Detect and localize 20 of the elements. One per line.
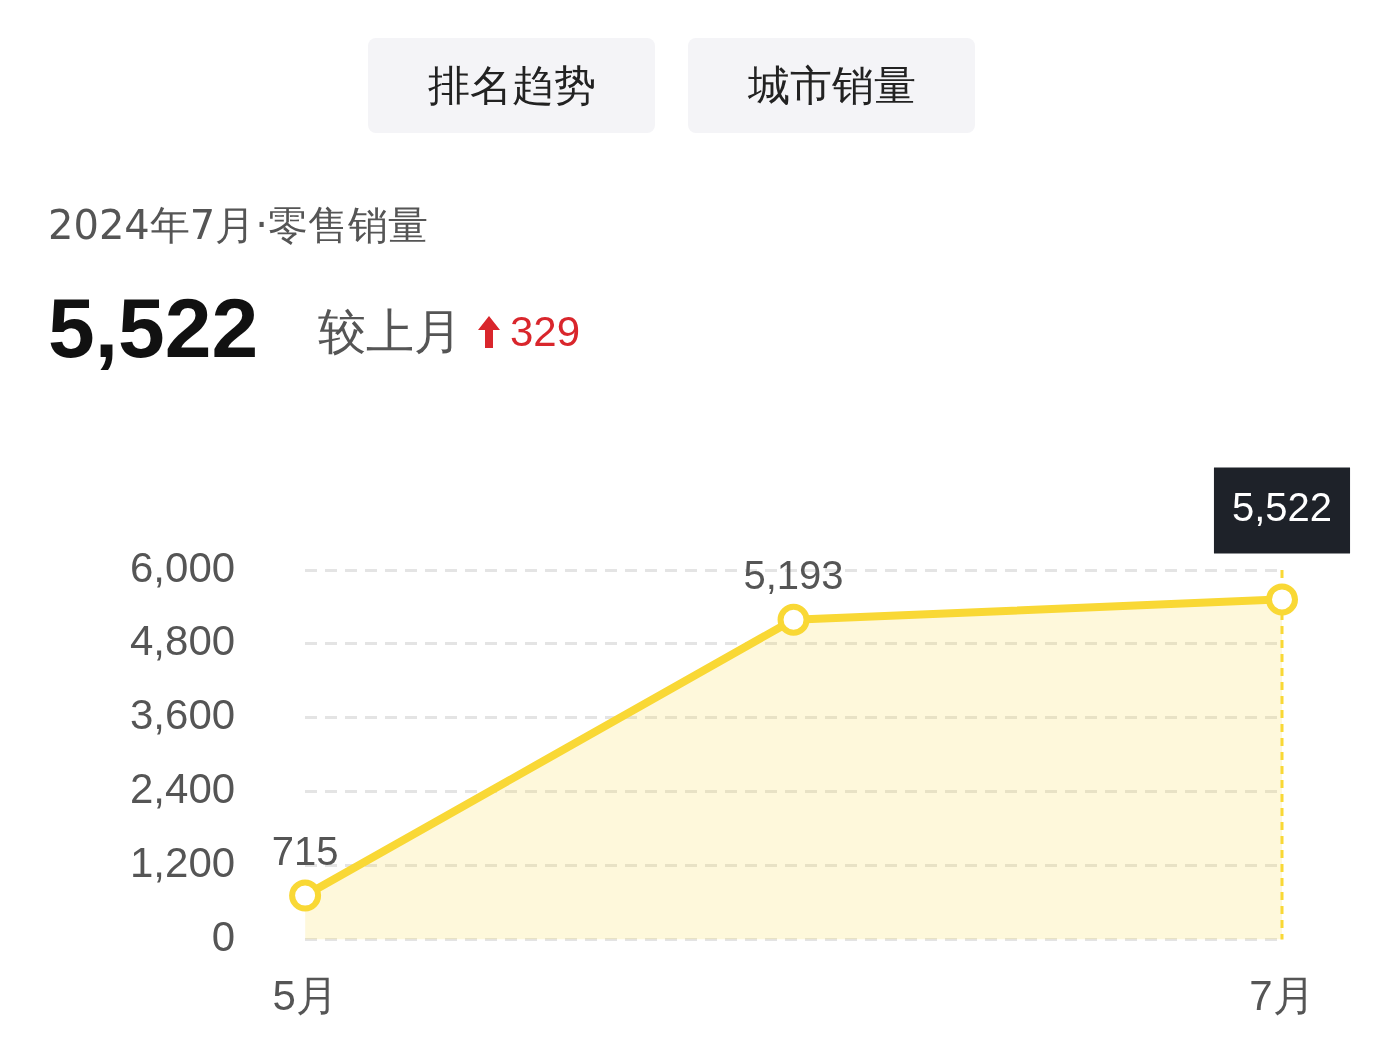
point [1266, 583, 1298, 616]
y-tick-label: 2,400 [129, 765, 236, 813]
data-label: 5,522 [1231, 485, 1333, 530]
data-label: 715 [271, 828, 339, 873]
text: 5,522 [48, 280, 259, 377]
x-tick-label: 7月 [1249, 972, 1315, 1020]
point [777, 603, 810, 636]
y-tick-label: 1,200 [129, 839, 236, 887]
chart-title: 2024年7月·零售销量 [48, 201, 428, 250]
y-tick-label: 4,800 [129, 617, 236, 665]
y-tick-label: 0 [211, 913, 236, 961]
x-tick-label: 5月 [272, 972, 338, 1020]
text: 较上月 [318, 302, 462, 361]
text: 329 [510, 308, 581, 356]
y-tick-label: 6,000 [129, 543, 236, 591]
point [289, 879, 322, 912]
text: 城市销量 [688, 38, 975, 133]
text: 排名趋势 [368, 38, 655, 133]
y-tick-label: 3,600 [129, 691, 236, 739]
data-label: 5,193 [743, 552, 844, 597]
